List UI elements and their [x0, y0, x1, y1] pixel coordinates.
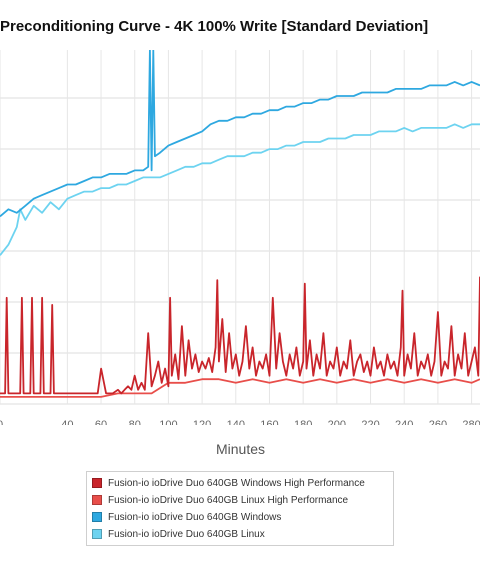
x-tick-label: 140	[227, 419, 245, 425]
chart-title: Preconditioning Curve - 4K 100% Write [S…	[0, 18, 429, 35]
legend-label: Fusion-io ioDrive Duo 640GB Linux	[108, 528, 265, 540]
plot-area: 0 40 60 80 100 120 140 160 180 200 220 240 260 280	[0, 50, 480, 425]
series-line	[0, 378, 480, 398]
legend-swatch	[92, 512, 102, 522]
legend-label: Fusion-io ioDrive Duo 640GB Windows High…	[108, 477, 365, 489]
legend: Fusion-io ioDrive Duo 640GB Windows High…	[86, 471, 394, 546]
legend-label: Fusion-io ioDrive Duo 640GB Windows	[108, 511, 282, 523]
x-tick-label: 60	[95, 419, 107, 425]
x-tick-label: 0	[0, 419, 3, 425]
legend-item-windows-hp[interactable]: Fusion-io ioDrive Duo 640GB Windows High…	[92, 475, 365, 491]
x-tick-label: 260	[429, 419, 447, 425]
legend-label: Fusion-io ioDrive Duo 640GB Linux High P…	[108, 494, 349, 506]
x-axis-label: Minutes	[216, 441, 266, 457]
x-tick-label: 100	[159, 419, 177, 425]
x-tick-label: 120	[193, 419, 211, 425]
x-tick-labels: 0 40 60 80 100 120 140 160 180 200 220 240 260 280	[0, 419, 480, 425]
x-tick-label: 80	[129, 419, 141, 425]
series-line	[0, 276, 480, 395]
x-tick-label: 180	[294, 419, 312, 425]
legend-item-linux-hp[interactable]: Fusion-io ioDrive Duo 640GB Linux High P…	[92, 492, 348, 508]
legend-swatch	[92, 529, 102, 539]
series-line	[0, 50, 480, 218]
x-tick-label: 40	[61, 419, 73, 425]
legend-item-linux[interactable]: Fusion-io ioDrive Duo 640GB Linux	[92, 526, 265, 542]
x-tick-label: 160	[260, 419, 278, 425]
legend-swatch	[92, 495, 102, 505]
x-tick-label: 240	[395, 419, 413, 425]
legend-swatch	[92, 478, 102, 488]
grid	[0, 50, 480, 405]
series-line	[0, 123, 480, 256]
x-tick-label: 280	[462, 419, 480, 425]
legend-item-windows[interactable]: Fusion-io ioDrive Duo 640GB Windows	[92, 509, 281, 525]
x-tick-label: 200	[328, 419, 346, 425]
series-group	[0, 50, 480, 398]
x-tick-label: 220	[361, 419, 379, 425]
